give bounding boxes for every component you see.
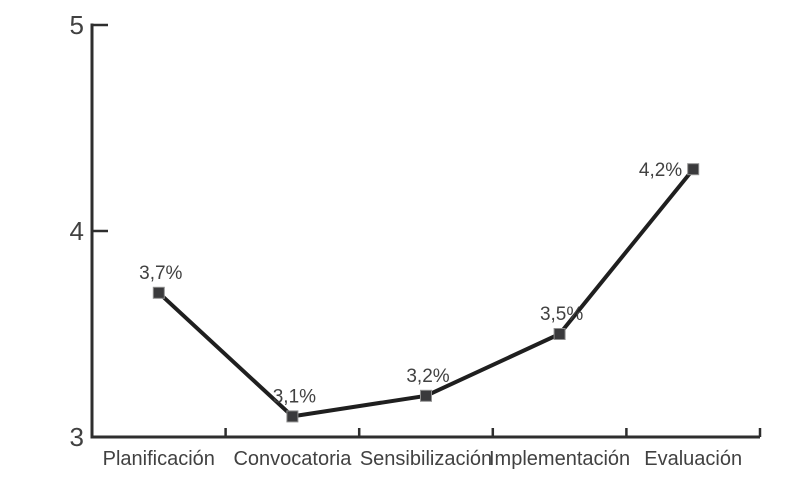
x-category-label: Planificación — [103, 448, 215, 470]
data-point-marker — [687, 163, 700, 176]
data-point-marker — [286, 410, 299, 423]
data-point-label: 3,7% — [139, 263, 182, 284]
axis-spine — [90, 23, 760, 439]
x-category-label: Evaluación — [644, 448, 742, 470]
y-tick-label: 4 — [70, 216, 84, 246]
data-point-label: 4,2% — [639, 160, 682, 181]
x-category-label: Implementación — [489, 448, 630, 470]
data-point-label: 3,1% — [273, 386, 316, 407]
x-category-label: Convocatoria — [233, 448, 352, 470]
y-tick-label: 3 — [70, 422, 84, 452]
data-point-marker — [420, 389, 432, 402]
x-category-label: Sensibilización — [360, 448, 492, 470]
y-tick-label: 5 — [70, 10, 84, 40]
data-point-label: 3,2% — [406, 366, 449, 387]
data-point-label: 3,5% — [540, 304, 583, 325]
data-point-marker — [152, 286, 165, 299]
data-point-marker — [553, 328, 566, 340]
